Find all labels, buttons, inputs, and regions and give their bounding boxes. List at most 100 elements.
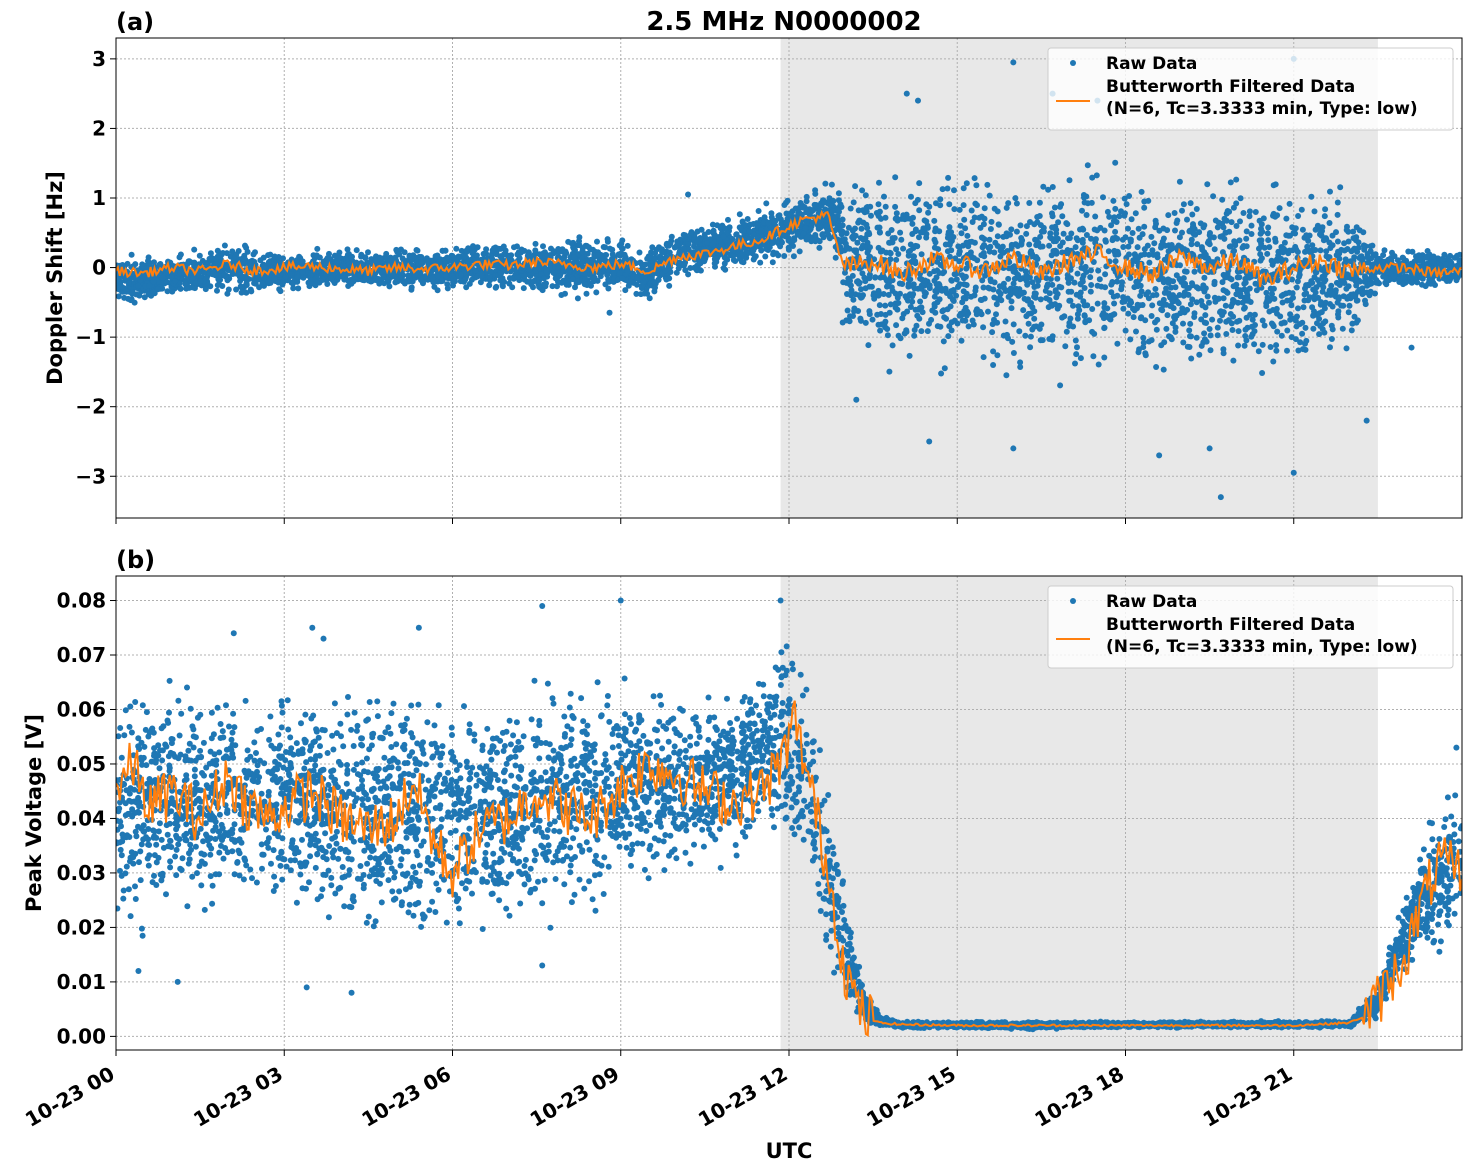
raw-data-point bbox=[1072, 337, 1079, 344]
raw-data-point bbox=[1109, 237, 1116, 244]
raw-data-point bbox=[214, 282, 221, 289]
raw-data-point bbox=[1068, 230, 1075, 237]
raw-data-point bbox=[1220, 224, 1227, 231]
raw-data-point bbox=[1226, 208, 1233, 215]
raw-data-point bbox=[1311, 208, 1318, 215]
raw-data-point bbox=[1140, 334, 1147, 341]
raw-data-point bbox=[956, 206, 963, 213]
raw-data-point bbox=[1210, 193, 1217, 200]
raw-data-point bbox=[895, 251, 902, 257]
raw-data-point bbox=[518, 248, 525, 255]
raw-data-point bbox=[191, 246, 198, 253]
raw-data-point bbox=[898, 236, 905, 243]
raw-data-point bbox=[1113, 219, 1120, 225]
raw-data-point bbox=[1228, 276, 1235, 283]
raw-data-point bbox=[1354, 248, 1361, 255]
raw-data-point bbox=[1004, 331, 1010, 338]
raw-data-point bbox=[1154, 254, 1161, 261]
raw-data-point bbox=[477, 279, 484, 286]
raw-data-point bbox=[486, 282, 493, 289]
raw-data-point bbox=[1295, 213, 1302, 219]
raw-data-point bbox=[925, 209, 932, 216]
raw-data-point bbox=[1005, 293, 1012, 300]
raw-data-point bbox=[197, 278, 204, 285]
raw-data-point bbox=[663, 276, 670, 283]
raw-data-point bbox=[1017, 364, 1024, 370]
raw-data-point bbox=[1043, 283, 1050, 290]
raw-data-point bbox=[1196, 229, 1203, 236]
raw-data-point bbox=[1156, 227, 1163, 234]
raw-data-point bbox=[1300, 304, 1307, 311]
raw-data-point bbox=[980, 324, 987, 331]
raw-data-point bbox=[832, 254, 839, 261]
raw-data-point bbox=[265, 259, 272, 266]
raw-data-point bbox=[453, 245, 460, 252]
raw-data-point bbox=[455, 255, 462, 262]
raw-data-point bbox=[886, 239, 893, 246]
raw-data-point bbox=[1104, 208, 1111, 215]
raw-data-point bbox=[958, 230, 965, 237]
raw-data-point bbox=[1278, 292, 1285, 299]
raw-data-point bbox=[1278, 332, 1285, 339]
raw-data-point bbox=[892, 203, 899, 210]
raw-data-point bbox=[933, 274, 940, 281]
raw-data-point bbox=[1246, 208, 1253, 215]
raw-data-point bbox=[242, 242, 248, 249]
raw-data-point bbox=[1196, 351, 1203, 358]
raw-data-point bbox=[412, 271, 419, 278]
raw-data-point bbox=[1193, 299, 1200, 306]
raw-data-point bbox=[1187, 301, 1194, 308]
raw-data-point bbox=[1326, 239, 1333, 246]
raw-data-point bbox=[1219, 249, 1226, 256]
raw-data-point bbox=[868, 283, 875, 290]
raw-data-point bbox=[1337, 184, 1344, 191]
raw-data-point bbox=[1312, 289, 1319, 296]
raw-data-point bbox=[1111, 311, 1118, 318]
raw-data-point bbox=[1303, 337, 1310, 344]
raw-data-point bbox=[994, 243, 1001, 249]
raw-data-point bbox=[948, 327, 955, 334]
raw-data-point bbox=[821, 199, 828, 206]
raw-data-point bbox=[691, 264, 698, 271]
raw-data-point bbox=[1261, 322, 1268, 329]
raw-data-point bbox=[755, 208, 762, 214]
raw-data-point bbox=[248, 288, 255, 295]
raw-data-point bbox=[1186, 344, 1193, 350]
raw-data-point bbox=[221, 242, 228, 249]
raw-data-point bbox=[1237, 195, 1244, 202]
raw-data-point bbox=[1145, 197, 1152, 204]
raw-data-point bbox=[914, 196, 921, 203]
raw-data-point bbox=[1172, 227, 1178, 234]
raw-data-point bbox=[462, 276, 469, 283]
raw-data-point bbox=[998, 297, 1005, 304]
raw-data-point bbox=[763, 200, 770, 207]
raw-data-point bbox=[918, 282, 925, 289]
raw-data-point bbox=[271, 253, 278, 260]
raw-data-point bbox=[1345, 309, 1352, 316]
raw-data-point bbox=[1265, 224, 1272, 231]
raw-data-point bbox=[945, 229, 952, 236]
raw-data-point bbox=[769, 259, 776, 266]
raw-data-point bbox=[1310, 325, 1317, 332]
raw-data-point bbox=[1369, 242, 1376, 249]
raw-data-point bbox=[1129, 230, 1136, 236]
raw-data-point bbox=[1180, 201, 1187, 208]
raw-data-point bbox=[576, 234, 583, 241]
raw-data-point bbox=[830, 197, 837, 204]
raw-data-point bbox=[682, 267, 689, 274]
raw-data-point bbox=[845, 224, 852, 231]
raw-data-point bbox=[1036, 213, 1043, 219]
raw-data-point bbox=[828, 181, 835, 188]
raw-data-point bbox=[994, 352, 1001, 359]
raw-data-point bbox=[1343, 285, 1350, 292]
raw-data-point bbox=[1083, 232, 1090, 238]
raw-data-point bbox=[854, 239, 861, 246]
raw-data-point bbox=[1230, 296, 1236, 303]
raw-data-point bbox=[1270, 358, 1277, 365]
raw-data-point bbox=[1292, 336, 1299, 343]
raw-data-point bbox=[634, 281, 640, 288]
raw-data-point bbox=[1130, 314, 1137, 321]
raw-data-point bbox=[1266, 308, 1273, 315]
raw-data-point bbox=[1008, 226, 1015, 233]
